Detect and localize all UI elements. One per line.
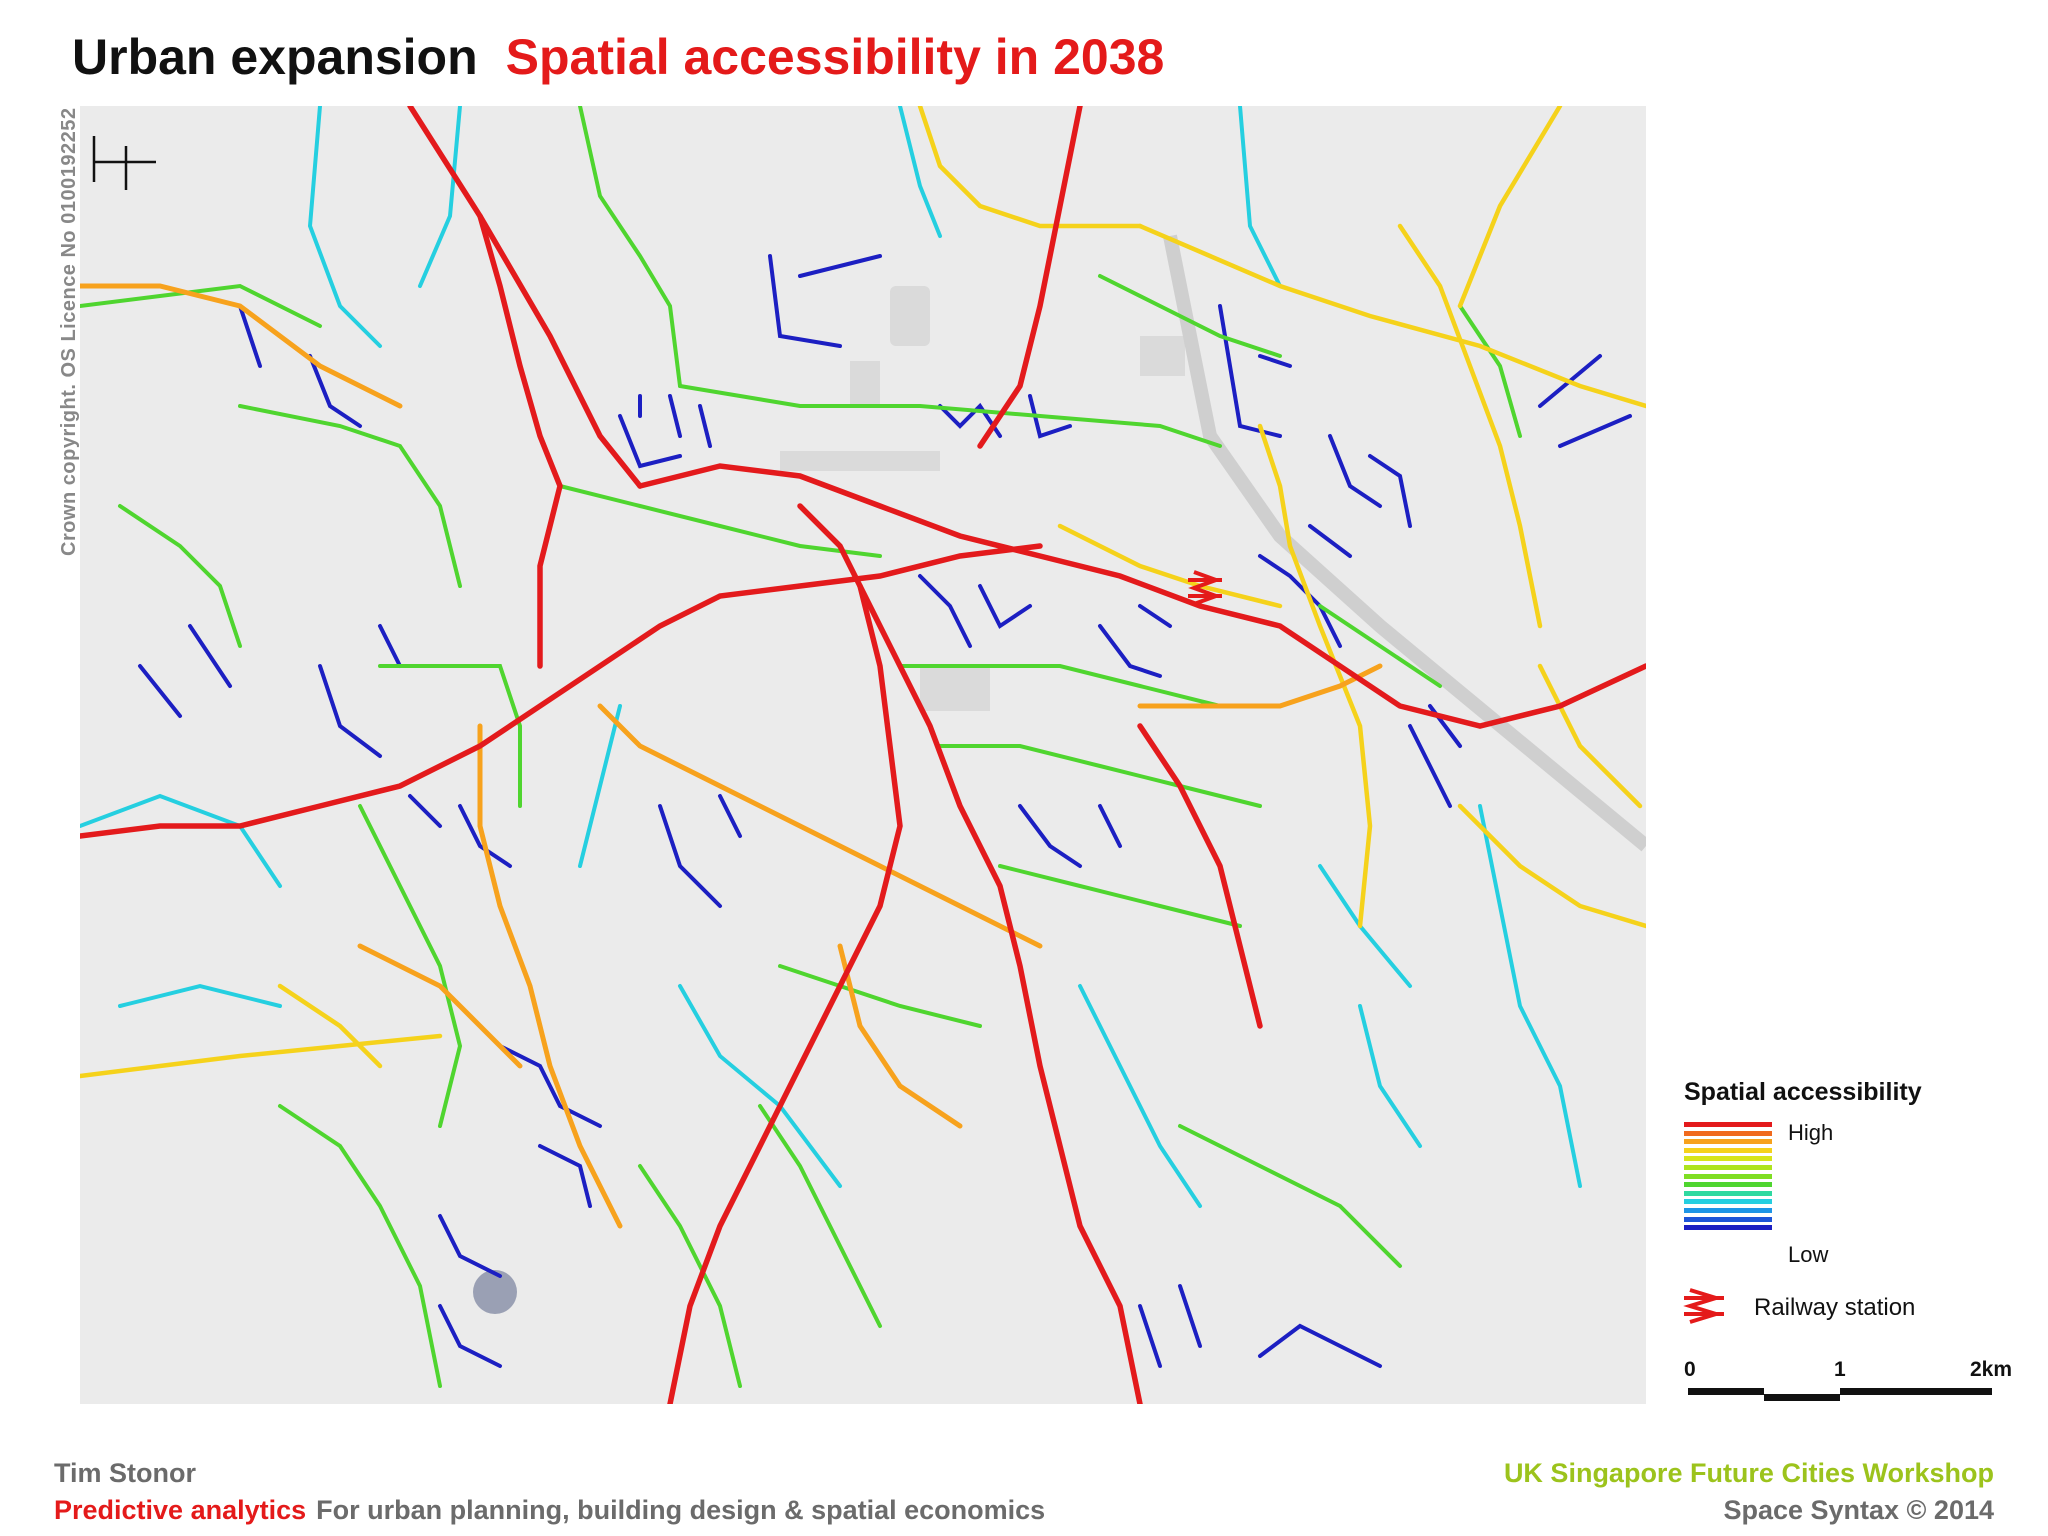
street-network-medium-high [80, 106, 1646, 1079]
legend-ramp-band [1684, 1122, 1772, 1127]
legend-ramp-band [1684, 1130, 1772, 1136]
legend-ramp-band [1684, 1173, 1772, 1179]
footer-copyright: Space Syntax © 2014 [1723, 1495, 1994, 1525]
legend-ramp-band [1684, 1216, 1772, 1222]
railway-line [1163, 234, 1646, 852]
legend-title: Spatial accessibility [1684, 1078, 1922, 1106]
legend-ramp-band [1684, 1225, 1772, 1231]
street-network-high [80, 106, 1646, 1404]
railway-station-icon[interactable] [1188, 570, 1222, 606]
tagline-text: For urban planning, building design & sp… [316, 1495, 1046, 1525]
legend-ramp-band [1684, 1147, 1772, 1153]
page-title: Urban expansion Spatial accessibility in … [72, 28, 1164, 86]
scale-label-1: 1 [1834, 1358, 1846, 1381]
legend-railway-label: Railway station [1754, 1294, 1916, 1321]
scale-label-0: 0 [1684, 1358, 1696, 1381]
legend: Spatial accessibility High Low Railway s… [1680, 1078, 2020, 1418]
legend-ramp-band [1684, 1207, 1772, 1213]
scale-segment [1764, 1394, 1840, 1401]
legend-ramp-band [1684, 1164, 1772, 1170]
building-block [890, 286, 930, 346]
copyright-notice: Crown copyright. OS Licence No 010019225… [58, 107, 80, 556]
scale-label-2km: 2km [1970, 1358, 2013, 1381]
building-block [1140, 336, 1185, 376]
building-block [780, 451, 940, 471]
workshop-name: UK Singapore Future Cities Workshop [1503, 1458, 1994, 1488]
legend-ramp-band [1684, 1156, 1772, 1162]
building-block [850, 361, 880, 406]
map-background-features [473, 234, 1646, 1314]
accessibility-map[interactable] [80, 106, 1646, 1404]
roundabout-feature [473, 1270, 517, 1314]
building-block [920, 666, 990, 711]
footer-left: Tim Stonor Predictive analytics For urban… [54, 1458, 1045, 1526]
footer-right: UK Singapore Future Cities Workshop Spac… [1504, 1458, 1994, 1526]
street-network-medium-low [80, 106, 1582, 1208]
legend-color-ramp [1684, 1122, 1772, 1244]
street-network-medium [80, 106, 1522, 1388]
scale-segment [1688, 1388, 1764, 1395]
tagline-highlight: Predictive analytics [54, 1495, 307, 1525]
legend-ramp-band [1684, 1199, 1772, 1205]
author-name: Tim Stonor [54, 1458, 197, 1488]
legend-low-label: Low [1788, 1242, 1829, 1267]
legend-ramp-band [1684, 1182, 1772, 1188]
scale-bar: 0 1 2km [1684, 1358, 2012, 1418]
north-arrow-icon [92, 136, 156, 190]
scale-segment [1840, 1388, 1992, 1395]
title-highlight: Spatial accessibility in 2038 [505, 29, 1165, 85]
map-canvas [80, 106, 1646, 1404]
street-network-high-orange [80, 283, 1383, 1229]
legend-ramp-band [1684, 1139, 1772, 1145]
legend-railway-icon [1683, 1288, 1724, 1324]
legend-high-label: High [1788, 1120, 1834, 1145]
title-main: Urban expansion [72, 29, 478, 85]
legend-ramp-band [1684, 1190, 1772, 1196]
